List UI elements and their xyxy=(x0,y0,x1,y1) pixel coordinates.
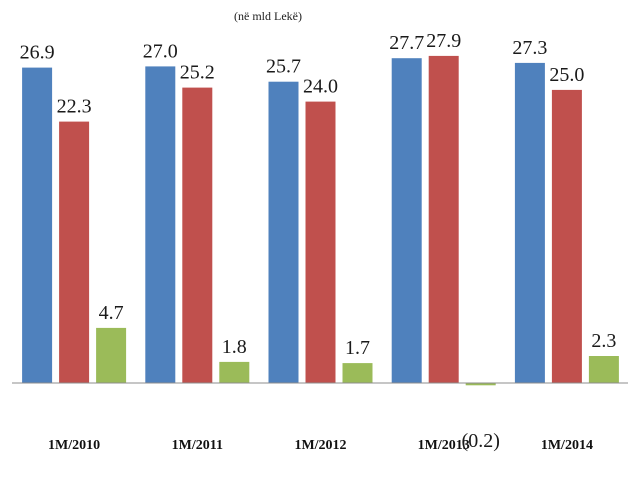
bar-1m-2012-s1 xyxy=(268,81,299,383)
data-label-1m-2013-s3: (0.2) xyxy=(462,430,500,452)
x-tick-label-1m-2010: 1M/2010 xyxy=(48,438,100,453)
bars-layer xyxy=(22,55,619,386)
x-tick-label-1m-2012: 1M/2012 xyxy=(294,438,346,453)
data-label-1m-2010-s2: 22.3 xyxy=(57,96,92,118)
bar-1m-2012-s3 xyxy=(342,363,373,383)
data-label-1m-2011-s3: 1.8 xyxy=(222,336,247,358)
bar-1m-2012-s2 xyxy=(305,101,336,383)
data-label-1m-2010-s1: 26.9 xyxy=(20,42,55,64)
bar-1m-2013-s2 xyxy=(428,55,459,384)
bar-1m-2014-s1 xyxy=(514,62,545,384)
data-label-1m-2012-s3: 1.7 xyxy=(345,337,370,359)
data-label-1m-2014-s1: 27.3 xyxy=(512,37,547,59)
data-label-1m-2011-s1: 27.0 xyxy=(143,40,178,62)
bar-1m-2011-s2 xyxy=(182,87,213,383)
x-tick-label-1m-2014: 1M/2014 xyxy=(541,438,593,453)
data-label-1m-2013-s2: 27.9 xyxy=(426,30,461,52)
data-label-1m-2013-s1: 27.7 xyxy=(389,32,424,54)
bar-1m-2010-s3 xyxy=(96,327,127,383)
data-label-1m-2014-s2: 25.0 xyxy=(549,64,584,86)
x-tick-label-1m-2013: 1M/2013 xyxy=(418,438,470,453)
bar-1m-2011-s3 xyxy=(219,361,250,383)
x-tick-label-1m-2011: 1M/2011 xyxy=(172,438,223,453)
bar-1m-2013-s1 xyxy=(391,58,422,383)
labels-layer: 26.9 22.3 4.7 1M/2010 27.025.2 1.8 1M/2011 25.7… xyxy=(20,30,617,453)
data-label-1m-2012-s1: 25.7 xyxy=(266,56,301,78)
bar-1m-2013-s3 xyxy=(465,383,496,386)
bar-1m-2010-s1 xyxy=(22,67,53,383)
bar-1m-2011-s1 xyxy=(145,66,176,384)
bar-1m-2014-s2 xyxy=(551,89,582,384)
bar-1m-2010-s2 xyxy=(59,121,90,383)
data-label-1m-2012-s2: 24.0 xyxy=(303,76,338,98)
bar-1m-2014-s3 xyxy=(588,356,619,383)
data-label-1m-2014-s3: 2.3 xyxy=(591,330,616,352)
data-label-1m-2010-s3: 4.7 xyxy=(99,302,124,324)
chart-subtitle: (në mld Lekë) xyxy=(234,9,302,23)
data-label-1m-2011-s2: 25.2 xyxy=(180,62,215,84)
